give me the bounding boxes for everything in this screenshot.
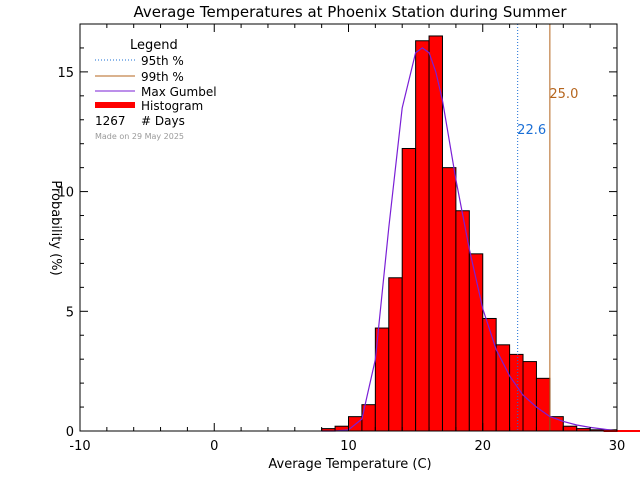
histogram-bar [495, 344, 511, 432]
histogram-bar [388, 277, 403, 432]
y-tick-label: 0 [66, 425, 74, 440]
x-tick-label: 10 [340, 439, 357, 454]
histogram-bar [401, 147, 417, 432]
percentile-95-label: 22.6 [517, 123, 546, 138]
y-axis-label: Probability (%) [48, 180, 63, 275]
percentile-99-label: 25.0 [549, 87, 578, 102]
x-tick-label: 20 [474, 439, 491, 454]
histogram-bar [415, 40, 430, 432]
x-axis-label: Average Temperature (C) [268, 457, 431, 472]
x-tick-label: 0 [210, 439, 218, 454]
y-tick-label: 10 [57, 186, 74, 201]
legend-footnote: Made on 29 May 2025 [95, 132, 184, 141]
x-tick-label: -10 [69, 439, 90, 454]
legend-label-99th: 99th % [141, 70, 184, 84]
legend: Legend 95th % 99th % Max Gumbel Histogra… [95, 38, 217, 141]
histogram-bar [455, 210, 470, 432]
histogram-bar [562, 425, 578, 432]
y-tick-label: 15 [57, 66, 74, 81]
y-tick-label: 5 [66, 305, 74, 320]
gumbel-curve [321, 47, 618, 432]
histogram-bar [428, 35, 443, 432]
x-tick-label: 30 [609, 439, 626, 454]
legend-label-95th: 95th % [141, 54, 184, 68]
legend-label-gumbel: Max Gumbel [141, 85, 217, 99]
histogram-bar [535, 377, 551, 432]
chart-title: Average Temperatures at Phoenix Station … [134, 3, 568, 21]
histogram-bar [441, 167, 457, 432]
legend-days-count: 1267 [95, 114, 126, 128]
legend-days-label: # Days [141, 114, 185, 128]
legend-label-histogram: Histogram [141, 99, 203, 113]
histogram-bar [482, 317, 497, 432]
legend-title: Legend [130, 38, 178, 53]
